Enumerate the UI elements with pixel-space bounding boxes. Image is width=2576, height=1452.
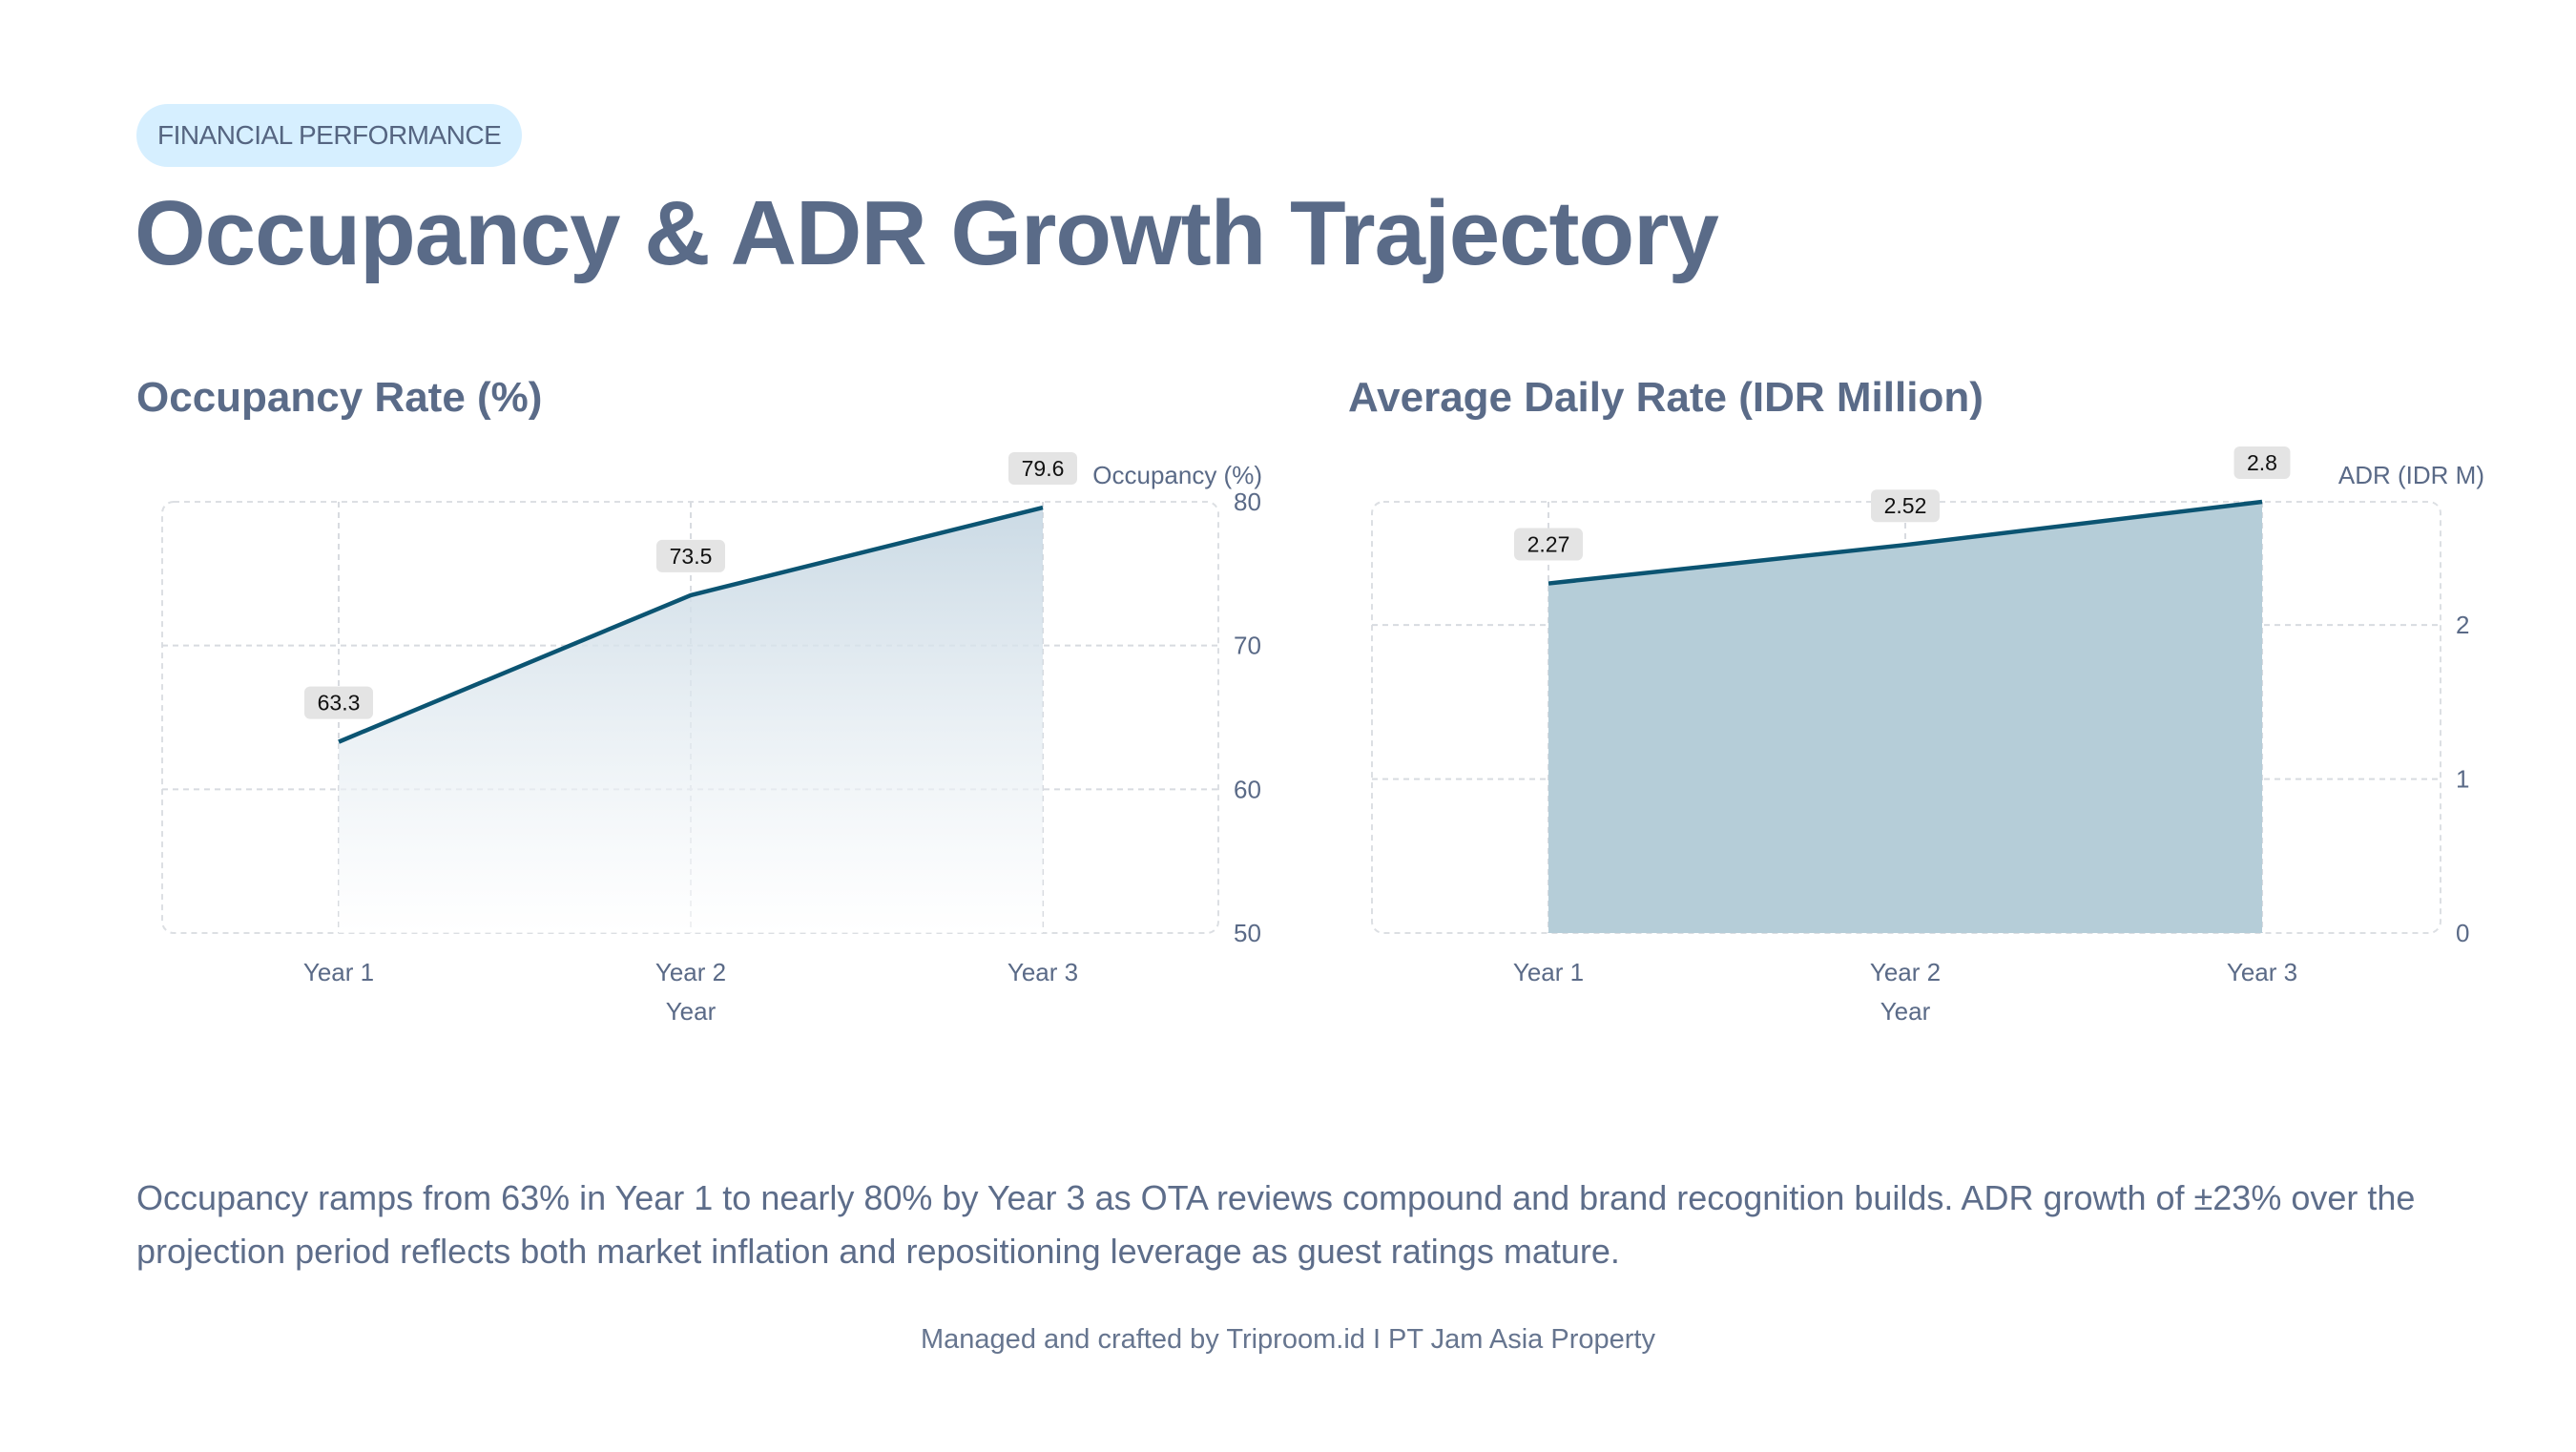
occupancy-x-axis-label: Year <box>666 997 717 1026</box>
adr-data-label-text: 2.8 <box>2247 450 2277 475</box>
occupancy-data-label-bg <box>304 686 373 719</box>
page-title: Occupancy & ADR Growth Trajectory <box>135 182 1719 284</box>
adr-area <box>1548 502 2262 933</box>
occupancy-series-line <box>338 505 1044 744</box>
adr-data-label-text: 2.27 <box>1527 532 1570 557</box>
adr-chart: 0 1 2 Year 1 Year 2 Year 3 Year ADR (IDR M) 2.27… <box>1371 446 2484 1026</box>
occupancy-y-tick: 80 <box>1234 487 1261 516</box>
occupancy-y-tick: 50 <box>1234 919 1261 947</box>
adr-data-label-bg <box>1871 489 1940 523</box>
occupancy-data-label-text: 79.6 <box>1022 456 1065 481</box>
section-badge: FINANCIAL PERFORMANCE <box>136 104 523 167</box>
adr-data-label: 2.27 <box>1514 528 1583 561</box>
occupancy-x-tick: Year 2 <box>655 958 726 986</box>
adr-x-axis-label: Year <box>1880 997 1931 1026</box>
adr-y-tick: 1 <box>2456 765 2469 794</box>
adr-x-tick: Year 2 <box>1870 958 1941 986</box>
summary-text: Occupancy ramps from 63% in Year 1 to ne… <box>136 1178 2416 1271</box>
adr-x-tick: Year 3 <box>2227 958 2297 986</box>
occupancy-y-axis-label: Occupancy (%) <box>1092 461 1262 489</box>
adr-data-label: 2.8 <box>2233 446 2291 479</box>
occupancy-y-tick: 60 <box>1234 775 1261 803</box>
adr-data-label-text: 2.52 <box>1884 493 1927 518</box>
occupancy-x-tick: Year 3 <box>1008 958 1078 986</box>
occupancy-data-label: 63.3 <box>304 686 373 719</box>
occupancy-data-label: 73.5 <box>656 539 725 572</box>
occupancy-data-label: 79.6 <box>1008 452 1077 486</box>
occupancy-data-label-bg <box>1008 452 1077 486</box>
adr-data-label-bg <box>1514 528 1583 561</box>
occupancy-chart: 50 60 70 80 Year 1 Year 2 Year 3 Year Occupancy … <box>161 452 1262 1026</box>
adr-series-line <box>1548 499 2263 586</box>
occupancy-data-label-text: 73.5 <box>670 544 713 569</box>
occupancy-data-label-bg <box>656 539 725 572</box>
occupancy-y-tick: 70 <box>1234 632 1261 660</box>
occupancy-data-label-text: 63.3 <box>318 691 361 716</box>
occupancy-x-tick: Year 1 <box>303 958 374 986</box>
occupancy-chart-title: Occupancy Rate (%) <box>136 374 543 421</box>
adr-y-axis-label: ADR (IDR M) <box>2338 461 2484 489</box>
adr-chart-title: Average Daily Rate (IDR Million) <box>1348 374 1984 421</box>
occupancy-area <box>339 508 1043 933</box>
adr-data-label-bg <box>2233 446 2291 479</box>
adr-y-tick: 2 <box>2456 611 2469 639</box>
adr-x-tick: Year 1 <box>1513 958 1584 986</box>
footer-credit: Managed and crafted by Triproom.id I PT … <box>921 1324 1655 1355</box>
adr-data-label: 2.52 <box>1871 489 1940 523</box>
adr-y-tick: 0 <box>2456 919 2469 947</box>
